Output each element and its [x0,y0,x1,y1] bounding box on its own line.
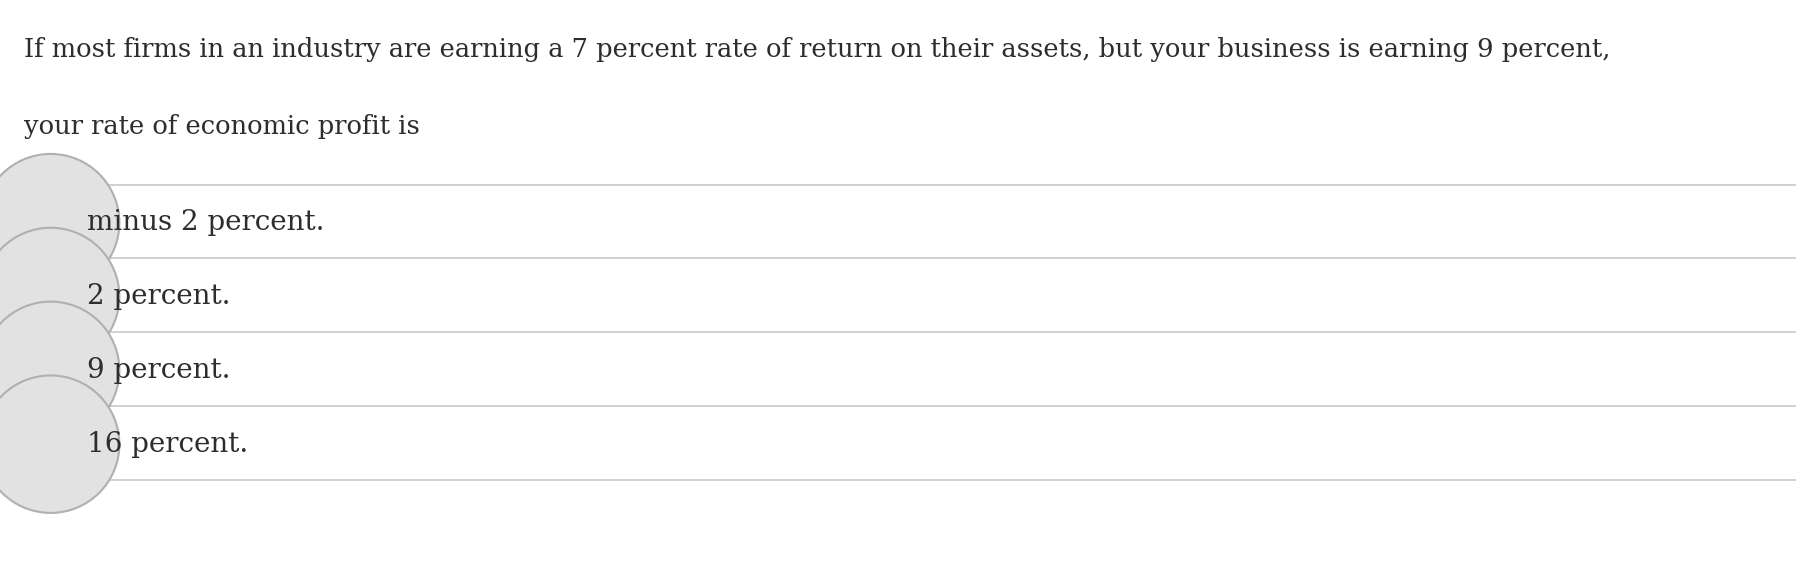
Text: 16 percent.: 16 percent. [87,431,248,458]
Text: If most firms in an industry are earning a 7 percent rate of return on their ass: If most firms in an industry are earning… [24,37,1610,62]
Text: your rate of economic profit is: your rate of economic profit is [24,114,420,139]
Ellipse shape [0,302,119,439]
Text: 9 percent.: 9 percent. [87,357,230,384]
Ellipse shape [0,228,119,365]
Ellipse shape [0,375,119,513]
Text: minus 2 percent.: minus 2 percent. [87,209,324,236]
Text: 2 percent.: 2 percent. [87,283,230,310]
Ellipse shape [0,154,119,291]
